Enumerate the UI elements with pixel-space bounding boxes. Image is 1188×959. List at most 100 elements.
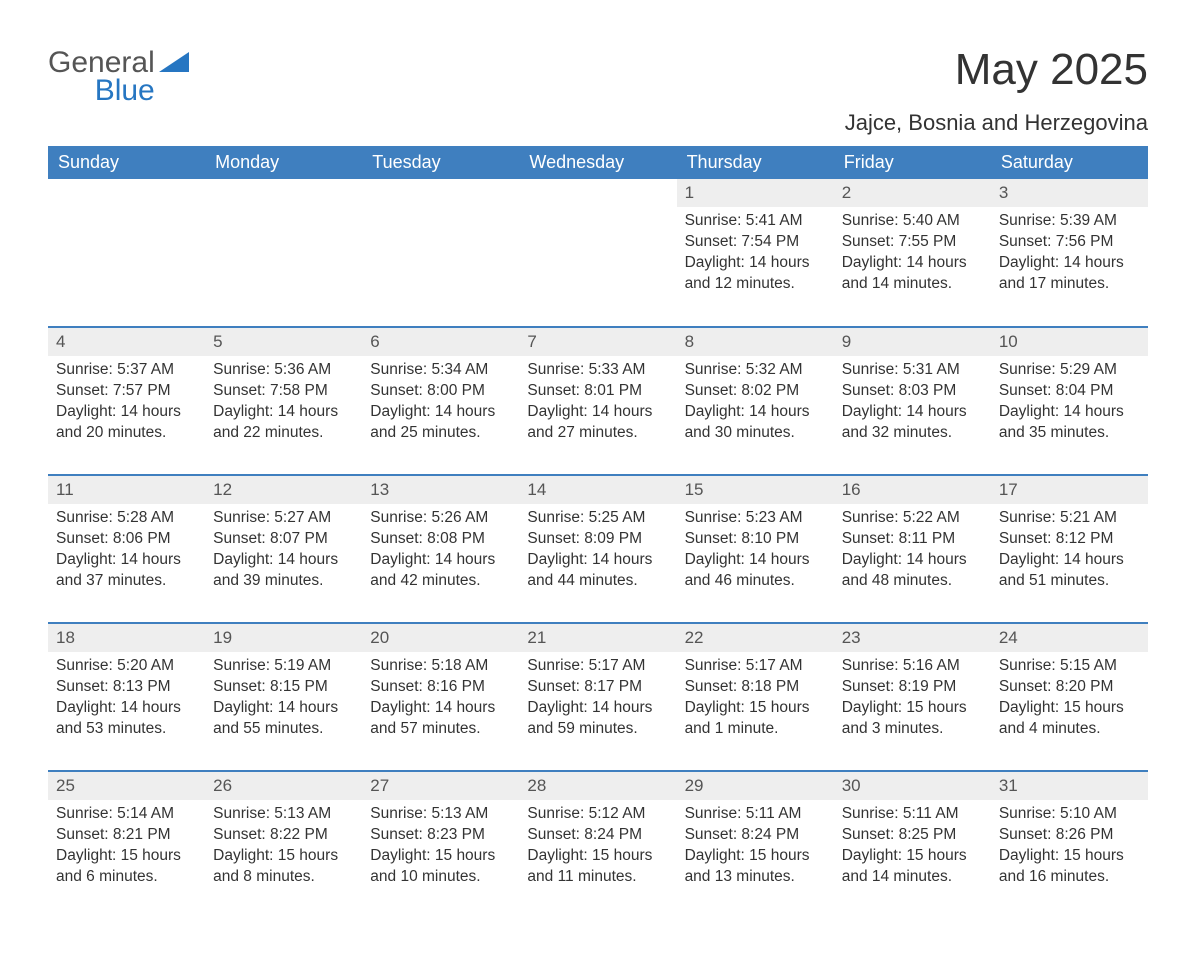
sunset-text: Sunset: 8:18 PM <box>685 677 826 698</box>
daylight-text: Daylight: 14 hours and 51 minutes. <box>999 550 1140 592</box>
day-number: 15 <box>677 476 834 504</box>
day-number: 12 <box>205 476 362 504</box>
sunrise-text: Sunrise: 5:14 AM <box>56 804 197 825</box>
calendar-cell: 14Sunrise: 5:25 AMSunset: 8:09 PMDayligh… <box>519 475 676 623</box>
day-number: 30 <box>834 772 991 800</box>
sunrise-text: Sunrise: 5:32 AM <box>685 360 826 381</box>
day-number: 16 <box>834 476 991 504</box>
sunrise-text: Sunrise: 5:10 AM <box>999 804 1140 825</box>
daylight-text: Daylight: 14 hours and 57 minutes. <box>370 698 511 740</box>
calendar-week: 25Sunrise: 5:14 AMSunset: 8:21 PMDayligh… <box>48 771 1148 919</box>
calendar-cell: 11Sunrise: 5:28 AMSunset: 8:06 PMDayligh… <box>48 475 205 623</box>
calendar-cell: 20Sunrise: 5:18 AMSunset: 8:16 PMDayligh… <box>362 623 519 771</box>
calendar-header: SundayMondayTuesdayWednesdayThursdayFrid… <box>48 146 1148 179</box>
day-number: 29 <box>677 772 834 800</box>
daylight-text: Daylight: 15 hours and 10 minutes. <box>370 846 511 888</box>
day-details: Sunrise: 5:15 AMSunset: 8:20 PMDaylight:… <box>991 652 1148 740</box>
sunrise-text: Sunrise: 5:27 AM <box>213 508 354 529</box>
calendar-cell: 12Sunrise: 5:27 AMSunset: 8:07 PMDayligh… <box>205 475 362 623</box>
daylight-text: Daylight: 14 hours and 22 minutes. <box>213 402 354 444</box>
calendar-cell: 4Sunrise: 5:37 AMSunset: 7:57 PMDaylight… <box>48 327 205 475</box>
sunset-text: Sunset: 8:01 PM <box>527 381 668 402</box>
sunrise-text: Sunrise: 5:11 AM <box>842 804 983 825</box>
day-details: Sunrise: 5:23 AMSunset: 8:10 PMDaylight:… <box>677 504 834 592</box>
calendar-cell: 2Sunrise: 5:40 AMSunset: 7:55 PMDaylight… <box>834 179 991 327</box>
sunset-text: Sunset: 8:26 PM <box>999 825 1140 846</box>
day-number: 17 <box>991 476 1148 504</box>
day-details: Sunrise: 5:31 AMSunset: 8:03 PMDaylight:… <box>834 356 991 444</box>
calendar-week: 18Sunrise: 5:20 AMSunset: 8:13 PMDayligh… <box>48 623 1148 771</box>
calendar-cell: 21Sunrise: 5:17 AMSunset: 8:17 PMDayligh… <box>519 623 676 771</box>
calendar-cell: 18Sunrise: 5:20 AMSunset: 8:13 PMDayligh… <box>48 623 205 771</box>
day-number: 10 <box>991 328 1148 356</box>
day-number: 19 <box>205 624 362 652</box>
calendar-cell: 10Sunrise: 5:29 AMSunset: 8:04 PMDayligh… <box>991 327 1148 475</box>
sunrise-text: Sunrise: 5:36 AM <box>213 360 354 381</box>
calendar-cell: 7Sunrise: 5:33 AMSunset: 8:01 PMDaylight… <box>519 327 676 475</box>
daylight-text: Daylight: 14 hours and 55 minutes. <box>213 698 354 740</box>
sunrise-text: Sunrise: 5:17 AM <box>685 656 826 677</box>
day-details: Sunrise: 5:41 AMSunset: 7:54 PMDaylight:… <box>677 207 834 295</box>
sunrise-text: Sunrise: 5:15 AM <box>999 656 1140 677</box>
sunset-text: Sunset: 8:25 PM <box>842 825 983 846</box>
brand-text: General Blue <box>48 48 155 106</box>
daylight-text: Daylight: 14 hours and 14 minutes. <box>842 253 983 295</box>
sunset-text: Sunset: 8:09 PM <box>527 529 668 550</box>
sunrise-text: Sunrise: 5:23 AM <box>685 508 826 529</box>
header-row: General Blue May 2025 Jajce, Bosnia and … <box>48 48 1148 136</box>
sunrise-text: Sunrise: 5:13 AM <box>213 804 354 825</box>
calendar-cell: 30Sunrise: 5:11 AMSunset: 8:25 PMDayligh… <box>834 771 991 919</box>
sunrise-text: Sunrise: 5:12 AM <box>527 804 668 825</box>
sunrise-text: Sunrise: 5:41 AM <box>685 211 826 232</box>
sunset-text: Sunset: 8:02 PM <box>685 381 826 402</box>
calendar-cell: 9Sunrise: 5:31 AMSunset: 8:03 PMDaylight… <box>834 327 991 475</box>
day-header-row: SundayMondayTuesdayWednesdayThursdayFrid… <box>48 146 1148 179</box>
daylight-text: Daylight: 14 hours and 59 minutes. <box>527 698 668 740</box>
daylight-text: Daylight: 14 hours and 39 minutes. <box>213 550 354 592</box>
brand-logo: General Blue <box>48 48 189 106</box>
sunrise-text: Sunrise: 5:21 AM <box>999 508 1140 529</box>
daylight-text: Daylight: 15 hours and 14 minutes. <box>842 846 983 888</box>
day-details: Sunrise: 5:12 AMSunset: 8:24 PMDaylight:… <box>519 800 676 888</box>
sunrise-text: Sunrise: 5:19 AM <box>213 656 354 677</box>
day-details: Sunrise: 5:27 AMSunset: 8:07 PMDaylight:… <box>205 504 362 592</box>
sunset-text: Sunset: 7:57 PM <box>56 381 197 402</box>
day-number: 26 <box>205 772 362 800</box>
day-details: Sunrise: 5:29 AMSunset: 8:04 PMDaylight:… <box>991 356 1148 444</box>
daylight-text: Daylight: 15 hours and 13 minutes. <box>685 846 826 888</box>
calendar-cell: 15Sunrise: 5:23 AMSunset: 8:10 PMDayligh… <box>677 475 834 623</box>
sunrise-text: Sunrise: 5:16 AM <box>842 656 983 677</box>
daylight-text: Daylight: 14 hours and 53 minutes. <box>56 698 197 740</box>
day-details: Sunrise: 5:26 AMSunset: 8:08 PMDaylight:… <box>362 504 519 592</box>
calendar-cell <box>362 179 519 327</box>
daylight-text: Daylight: 14 hours and 30 minutes. <box>685 402 826 444</box>
sunset-text: Sunset: 8:13 PM <box>56 677 197 698</box>
day-details: Sunrise: 5:17 AMSunset: 8:17 PMDaylight:… <box>519 652 676 740</box>
sunrise-text: Sunrise: 5:31 AM <box>842 360 983 381</box>
sunrise-text: Sunrise: 5:11 AM <box>685 804 826 825</box>
day-details: Sunrise: 5:33 AMSunset: 8:01 PMDaylight:… <box>519 356 676 444</box>
calendar-cell: 6Sunrise: 5:34 AMSunset: 8:00 PMDaylight… <box>362 327 519 475</box>
day-details: Sunrise: 5:11 AMSunset: 8:24 PMDaylight:… <box>677 800 834 888</box>
day-details: Sunrise: 5:16 AMSunset: 8:19 PMDaylight:… <box>834 652 991 740</box>
day-number: 31 <box>991 772 1148 800</box>
calendar-week: 1Sunrise: 5:41 AMSunset: 7:54 PMDaylight… <box>48 179 1148 327</box>
day-details: Sunrise: 5:22 AMSunset: 8:11 PMDaylight:… <box>834 504 991 592</box>
sunset-text: Sunset: 8:17 PM <box>527 677 668 698</box>
day-number: 13 <box>362 476 519 504</box>
day-details: Sunrise: 5:39 AMSunset: 7:56 PMDaylight:… <box>991 207 1148 295</box>
calendar-cell: 3Sunrise: 5:39 AMSunset: 7:56 PMDaylight… <box>991 179 1148 327</box>
day-details: Sunrise: 5:13 AMSunset: 8:23 PMDaylight:… <box>362 800 519 888</box>
day-number: 9 <box>834 328 991 356</box>
day-details: Sunrise: 5:11 AMSunset: 8:25 PMDaylight:… <box>834 800 991 888</box>
day-number: 21 <box>519 624 676 652</box>
daylight-text: Daylight: 15 hours and 1 minute. <box>685 698 826 740</box>
calendar-cell: 23Sunrise: 5:16 AMSunset: 8:19 PMDayligh… <box>834 623 991 771</box>
daylight-text: Daylight: 14 hours and 44 minutes. <box>527 550 668 592</box>
sunrise-text: Sunrise: 5:26 AM <box>370 508 511 529</box>
sunrise-text: Sunrise: 5:13 AM <box>370 804 511 825</box>
calendar-cell <box>519 179 676 327</box>
sunset-text: Sunset: 7:58 PM <box>213 381 354 402</box>
daylight-text: Daylight: 14 hours and 12 minutes. <box>685 253 826 295</box>
calendar-cell <box>205 179 362 327</box>
